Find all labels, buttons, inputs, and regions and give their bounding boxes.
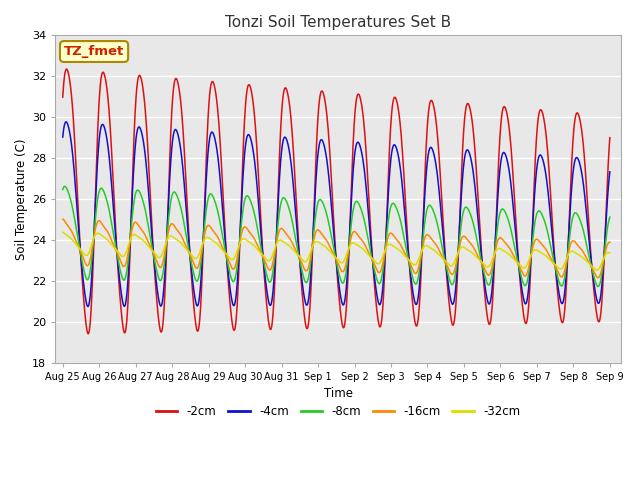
-8cm bbox=[596, 282, 604, 288]
-4cm bbox=[606, 169, 614, 175]
-16cm bbox=[594, 275, 602, 281]
-2cm bbox=[122, 328, 129, 334]
-2cm bbox=[84, 331, 92, 336]
-16cm bbox=[154, 261, 161, 266]
Legend: -2cm, -4cm, -8cm, -16cm, -32cm: -2cm, -4cm, -8cm, -16cm, -32cm bbox=[151, 401, 525, 423]
-32cm bbox=[593, 267, 601, 273]
-32cm bbox=[122, 252, 129, 257]
-4cm bbox=[537, 152, 545, 158]
Line: -8cm: -8cm bbox=[63, 186, 610, 287]
-2cm bbox=[292, 206, 300, 212]
-16cm bbox=[269, 262, 276, 267]
-4cm bbox=[292, 222, 300, 228]
-4cm bbox=[154, 292, 162, 298]
-8cm bbox=[122, 275, 129, 281]
-32cm bbox=[536, 249, 544, 255]
-32cm bbox=[269, 252, 276, 258]
-8cm bbox=[606, 214, 614, 220]
-4cm bbox=[596, 299, 604, 305]
-2cm bbox=[596, 318, 604, 324]
-16cm bbox=[59, 216, 67, 222]
-2cm bbox=[154, 311, 162, 316]
-2cm bbox=[63, 66, 70, 72]
-8cm bbox=[536, 209, 544, 215]
Text: TZ_fmet: TZ_fmet bbox=[64, 45, 124, 58]
-8cm bbox=[269, 270, 276, 276]
-8cm bbox=[154, 272, 162, 278]
Line: -2cm: -2cm bbox=[63, 69, 610, 334]
Y-axis label: Soil Temperature (C): Soil Temperature (C) bbox=[15, 139, 28, 260]
-8cm bbox=[595, 284, 602, 289]
-2cm bbox=[269, 312, 276, 318]
-32cm bbox=[606, 250, 614, 256]
-4cm bbox=[122, 301, 129, 307]
-16cm bbox=[122, 263, 129, 268]
-2cm bbox=[606, 135, 614, 141]
-2cm bbox=[537, 107, 545, 113]
-8cm bbox=[292, 240, 300, 246]
-16cm bbox=[536, 240, 544, 245]
Line: -16cm: -16cm bbox=[63, 219, 610, 278]
X-axis label: Time: Time bbox=[324, 386, 353, 399]
-32cm bbox=[154, 254, 161, 260]
Line: -4cm: -4cm bbox=[63, 122, 610, 307]
Title: Tonzi Soil Temperatures Set B: Tonzi Soil Temperatures Set B bbox=[225, 15, 451, 30]
-8cm bbox=[61, 183, 68, 189]
-4cm bbox=[62, 119, 70, 125]
-16cm bbox=[606, 240, 614, 245]
-16cm bbox=[595, 274, 603, 280]
-4cm bbox=[269, 289, 276, 295]
-2cm bbox=[59, 94, 67, 100]
-32cm bbox=[292, 250, 300, 256]
-4cm bbox=[84, 304, 92, 310]
-8cm bbox=[59, 187, 67, 192]
-4cm bbox=[59, 134, 67, 140]
-16cm bbox=[292, 249, 300, 254]
-32cm bbox=[59, 229, 67, 235]
Line: -32cm: -32cm bbox=[63, 232, 610, 270]
-32cm bbox=[595, 265, 603, 271]
